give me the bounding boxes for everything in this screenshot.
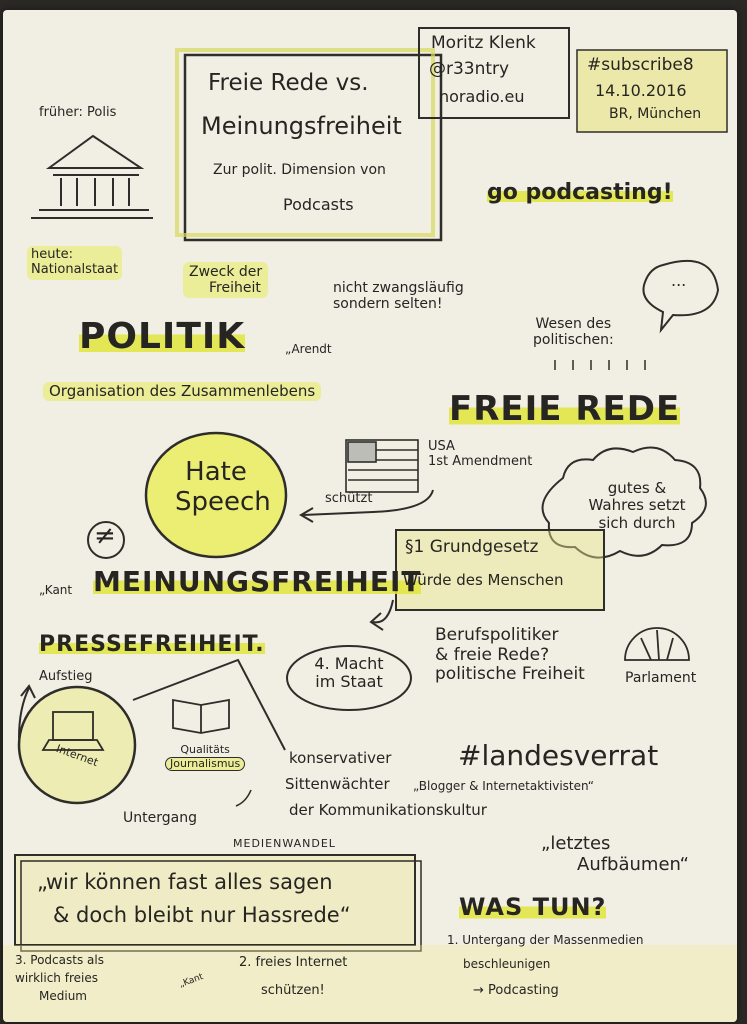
quote-line1: „wir können fast alles sagen [37, 870, 333, 894]
author-site: noradio.eu [439, 87, 525, 106]
letztes-line2: Aufbäumen“ [577, 853, 689, 875]
berufspolitiker-line2: & freie Rede? [435, 644, 550, 665]
point2-line1: 2. freies Internet [239, 955, 348, 970]
heute-line2: Nationalstaat [31, 261, 119, 277]
schuetzt-label: schützt [325, 491, 373, 506]
event-date: 14.10.2016 [595, 81, 687, 100]
kant-quote: „Kant [39, 583, 73, 597]
meinungsfreiheit-heading: MEINUNGSFREIHEIT [93, 565, 422, 599]
point1-line2: beschleunigen [463, 957, 551, 971]
letztes-aufbaeumen: „letztes Aufbäumen“ [541, 833, 689, 875]
point3-line3: Medium [39, 989, 87, 1003]
title-line4: Podcasts [283, 195, 354, 214]
hate-line1: Hate [185, 457, 247, 487]
qualitaets-line2: Journalismus [165, 756, 246, 772]
frueher-polis: früher: Polis [39, 105, 117, 120]
konservativer-line2: Sittenwächter [285, 775, 390, 793]
parlament-label: Parlament [625, 670, 697, 686]
wesen-line2: politischen: [533, 332, 614, 349]
berufspolitiker-line3: politische Freiheit [435, 664, 585, 685]
zweck-line2: Freiheit [209, 280, 261, 297]
letztes-line1: „letztes [541, 833, 611, 854]
konservativer-line3: der Kommunikationskultur [289, 801, 487, 819]
berufspolitiker-line1: Berufspolitiker [435, 625, 559, 645]
nicht-line1: nicht zwangsläufig [333, 280, 464, 296]
sketch-lines [3, 27, 737, 1022]
wesen-label: Wesen des politischen: [533, 316, 614, 348]
event-tag: #subscribe8 [587, 55, 694, 75]
quote-line2: & doch bleibt nur Hassrede“ [53, 903, 351, 927]
usa-line2: 1st Amendment [428, 453, 533, 469]
author-name: Moritz Klenk [431, 33, 536, 53]
heute-line1: heute: [31, 247, 73, 262]
pressefreiheit-heading: PRESSEFREIHEIT. [39, 632, 265, 658]
qualitaets-journalismus: Qualitäts Journalismus [165, 743, 246, 772]
title-line1: Freie Rede vs. [208, 70, 369, 96]
gutes-wahres-cloud: gutes & Wahres setzt sich durch [578, 479, 696, 532]
hate-speech-label: Hate Speech [175, 457, 271, 518]
heute-label: heute: Nationalstaat [27, 246, 123, 280]
usa-flag-icon [345, 439, 419, 493]
nicht-zwangslaeufig: nicht zwangsläufig sondern selten! [333, 280, 464, 312]
nicht-line2: sondern selten! [333, 296, 443, 313]
gutes-line2: Wahres setzt [588, 496, 686, 515]
grundgesetz-line2: Würde des Menschen [403, 571, 564, 589]
point3-line2: wirklich freies [15, 971, 98, 985]
gutes-line1: gutes & [607, 479, 667, 497]
landesverrat-hashtag: #landesverrat [458, 739, 659, 772]
organisation-label: Organisation des Zusammenlebens [43, 382, 322, 402]
aufstieg-label: Aufstieg [39, 669, 93, 684]
untergang-label: Untergang [123, 810, 197, 826]
macht-line2: im Staat [315, 672, 383, 692]
title-line2: Meinungsfreiheit [201, 112, 402, 140]
gutes-line3: sich durch [598, 513, 676, 532]
point2-line2: schützen! [261, 983, 325, 998]
arendt-quote: „Arendt [285, 342, 332, 356]
point1-line1: 1. Untergang der Massenmedien [447, 933, 644, 947]
zweck-label: Zweck der Freiheit [183, 262, 269, 299]
usa-label: USA 1st Amendment [428, 439, 533, 470]
medienwandel-label: MEDIENWANDEL [233, 837, 336, 850]
sketchnote-sheet: Moritz Klenk @r33ntry noradio.eu #subscr… [3, 10, 737, 1022]
go-podcasting: go podcasting! [487, 180, 673, 206]
macht-line1: 4. Macht [314, 654, 384, 673]
point1-line3: → Podcasting [473, 983, 559, 998]
qualitaets-line1: Qualitäts [180, 743, 230, 756]
title-line3: Zur polit. Dimension von [213, 162, 386, 178]
blogger-quote: „Blogger & Internetaktivisten“ [413, 779, 594, 793]
hate-line2: Speech [175, 486, 271, 517]
macht-im-staat: 4. Macht im Staat [309, 654, 389, 692]
was-tun-heading: WAS TUN? [459, 893, 607, 922]
berufspolitiker-label: Berufspolitiker & freie Rede? politische… [435, 625, 585, 685]
konservativer-line1: konservativer [289, 749, 392, 767]
not-equal-sign: ≠ [94, 521, 116, 551]
author-handle: @r33ntry [429, 59, 510, 79]
point3-line1: 3. Podcasts als [15, 953, 104, 967]
laptop-icon [41, 711, 105, 751]
speech-bubble-dots: ... [671, 271, 687, 290]
event-place: BR, München [609, 106, 702, 122]
book-icon [172, 698, 230, 734]
wesen-line1: Wesen des [535, 316, 612, 332]
parliament-dome-icon [624, 627, 690, 661]
usa-line1: USA [428, 439, 455, 454]
politik-heading: POLITIK [79, 316, 246, 358]
freie-rede-heading: FREIE REDE [449, 389, 681, 430]
temple-icon [31, 134, 153, 219]
grundgesetz-line1: §1 Grundgesetz [405, 537, 539, 557]
zweck-line1: Zweck der [189, 264, 263, 280]
